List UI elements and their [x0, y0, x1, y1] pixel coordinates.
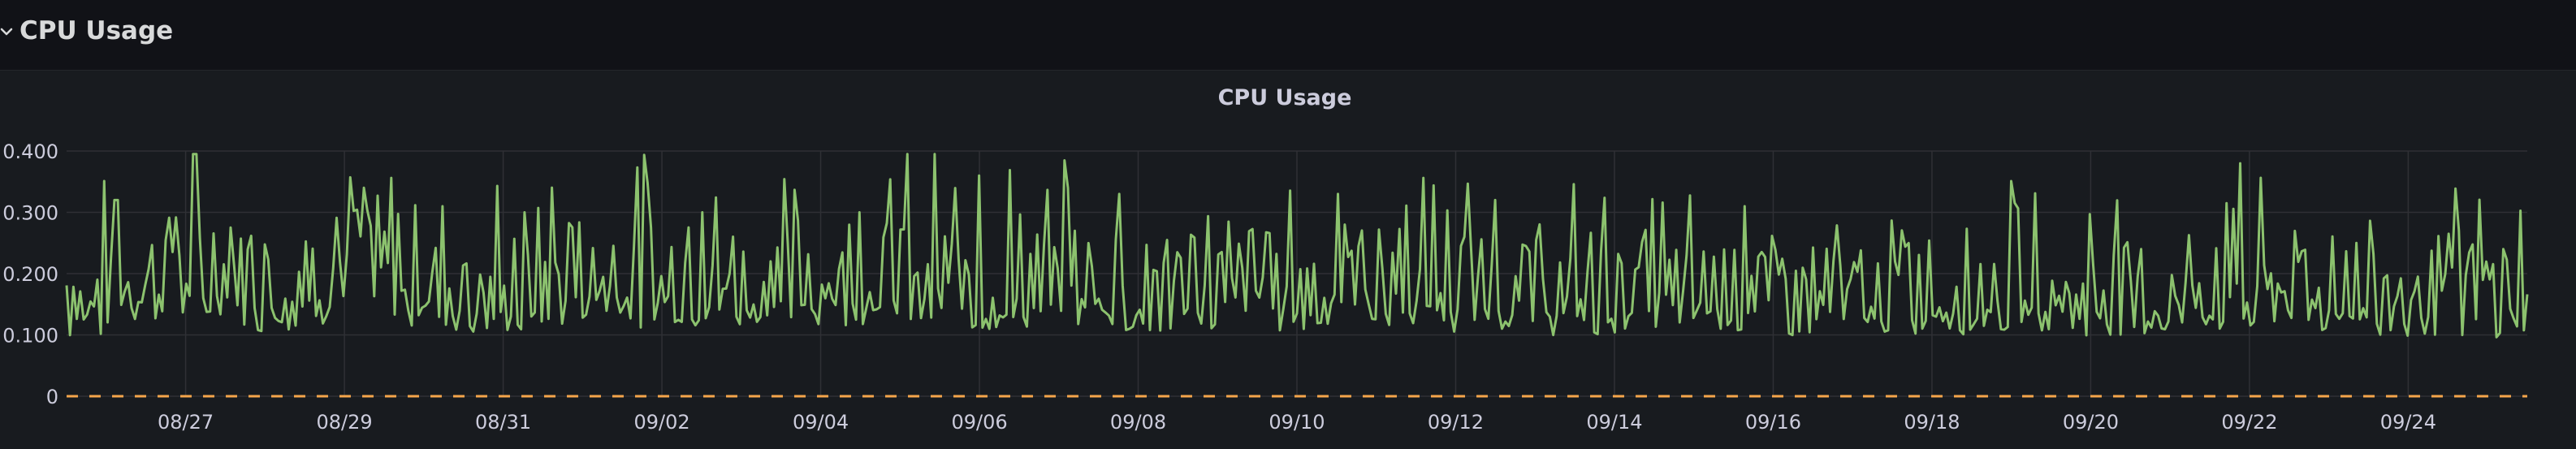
y-tick-label: 0: [46, 386, 58, 408]
x-tick-label: 08/27: [158, 411, 214, 434]
y-tick-label: 0.100: [2, 325, 58, 348]
chevron-down-icon[interactable]: [0, 19, 15, 45]
x-tick-label: 09/08: [1110, 411, 1166, 434]
panel-title: CPU Usage: [1217, 85, 1352, 110]
x-tick-label: 08/29: [317, 411, 373, 434]
x-tick-label: 09/02: [633, 411, 689, 434]
row-title[interactable]: CPU Usage: [19, 16, 174, 45]
y-tick-label: 0.300: [2, 202, 58, 225]
row-header[interactable]: CPU Usage: [0, 0, 2576, 70]
y-tick-label: 0.200: [2, 263, 58, 286]
x-tick-label: 09/04: [793, 411, 849, 434]
x-tick-label: 09/22: [2221, 411, 2277, 434]
x-tick-label: 09/24: [2380, 411, 2436, 434]
x-tick-label: 09/10: [1269, 411, 1325, 434]
x-tick-label: 08/31: [475, 411, 531, 434]
x-tick-label: 09/18: [1904, 411, 1960, 434]
x-tick-label: 09/20: [2063, 411, 2119, 434]
x-tick-label: 09/06: [951, 411, 1007, 434]
x-tick-label: 09/14: [1586, 411, 1642, 434]
y-tick-label: 0.400: [2, 140, 58, 163]
x-tick-label: 09/12: [1428, 411, 1484, 434]
cpu-series-line: [65, 153, 2529, 339]
x-tick-label: 09/16: [1745, 411, 1801, 434]
